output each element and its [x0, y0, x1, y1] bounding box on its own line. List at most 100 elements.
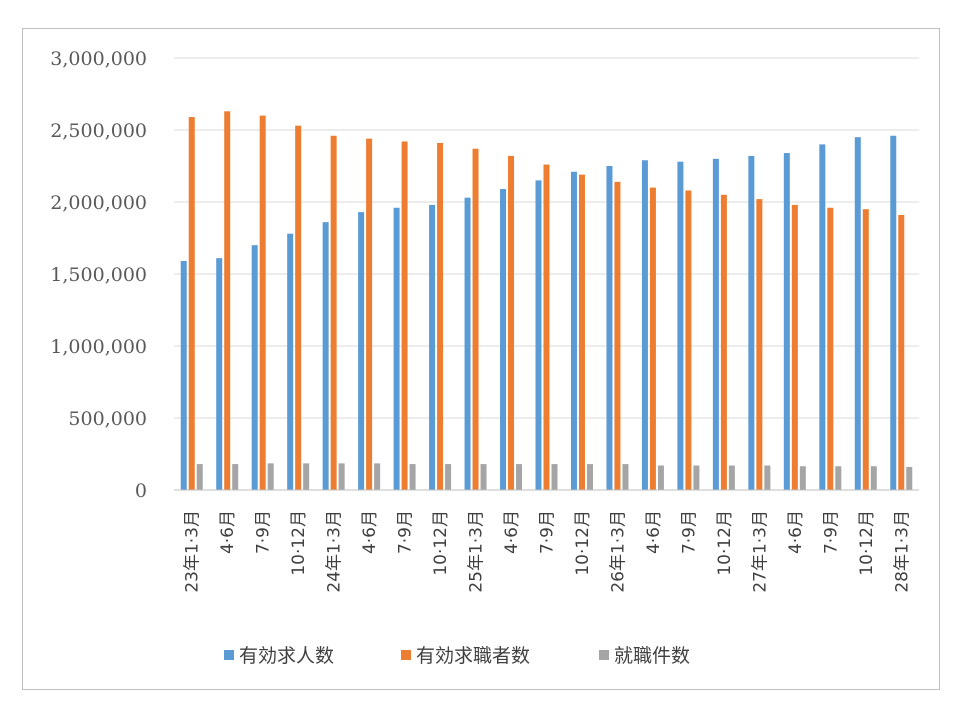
bar	[543, 164, 550, 490]
x-tick-label: 10·12月	[431, 510, 451, 576]
bar	[500, 189, 507, 491]
bar	[685, 190, 692, 491]
bar	[287, 233, 294, 490]
bar	[783, 153, 790, 490]
bar	[516, 464, 523, 490]
x-tick-label: 27年1·3月	[750, 510, 770, 593]
bar	[819, 144, 826, 490]
bar	[898, 214, 905, 490]
bar	[393, 207, 400, 490]
legend-label: 就職件数	[614, 645, 690, 667]
legend: 有効求人数 有効求職者数 就職件数	[224, 645, 690, 667]
bar	[267, 463, 274, 490]
bar	[712, 158, 719, 491]
x-tick-label: 10·12月	[573, 510, 593, 576]
y-tick-label: 0	[135, 480, 147, 502]
bar	[641, 160, 648, 491]
bar	[437, 142, 444, 490]
x-tick-label: 24年1·3月	[325, 510, 345, 593]
bar	[224, 111, 231, 490]
bar	[338, 463, 345, 490]
bar	[295, 125, 302, 491]
bar	[799, 466, 806, 490]
bar	[472, 148, 479, 490]
bar	[693, 465, 700, 490]
legend-label: 有効求職者数	[416, 645, 530, 667]
bar	[401, 141, 408, 490]
bar	[180, 261, 187, 490]
bar	[251, 245, 258, 490]
bar	[445, 464, 452, 490]
x-tick-label: 4·6月	[360, 510, 380, 554]
x-tick-label: 4·6月	[502, 510, 522, 554]
bar	[429, 204, 436, 490]
bar	[409, 464, 416, 490]
bar	[508, 155, 515, 491]
x-tick-label: 10·12月	[289, 510, 309, 576]
bar	[303, 463, 310, 490]
x-tick-label: 10·12月	[715, 510, 735, 576]
bar	[366, 138, 373, 490]
bar	[551, 464, 558, 490]
legend-swatch	[401, 650, 411, 660]
x-tick-label: 10·12月	[857, 510, 877, 576]
x-tick-label: 7·9月	[254, 510, 274, 554]
bar	[480, 464, 487, 490]
x-tick-label: 7·9月	[538, 510, 558, 554]
legend-swatch	[224, 650, 234, 660]
bar	[677, 161, 684, 490]
y-axis-ticks: 0 500,000 1,000,000 1,500,000 2,000,000 2,500…	[50, 48, 147, 502]
legend-label: 有効求人数	[239, 645, 334, 667]
bar	[728, 465, 735, 490]
x-axis-ticks: 23年1·3月 4·6月 7·9月 10·12月 24年1·3月 4·6月 7·9月 10·1…	[183, 510, 913, 593]
bar	[232, 464, 239, 490]
bar	[614, 181, 621, 490]
bar	[720, 194, 727, 491]
x-tick-label: 7·9月	[679, 510, 699, 554]
x-tick-label: 25年1·3月	[467, 510, 487, 593]
x-tick-label: 4·6月	[218, 510, 238, 554]
x-tick-label: 4·6月	[786, 510, 806, 554]
y-tick-label: 500,000	[68, 408, 147, 430]
bar	[649, 187, 656, 490]
bar	[216, 258, 223, 490]
bar	[578, 174, 585, 490]
chart-frame: 0 500,000 1,000,000 1,500,000 2,000,000 2,500…	[22, 28, 940, 690]
bar	[870, 466, 877, 490]
bar	[188, 117, 195, 490]
bar	[374, 463, 381, 490]
legend-swatch	[599, 650, 609, 660]
y-tick-label: 2,500,000	[50, 120, 147, 142]
bar	[322, 222, 329, 490]
bar	[657, 465, 664, 490]
bar-chart: 0 500,000 1,000,000 1,500,000 2,000,000 2,500…	[50, 48, 919, 667]
bar	[862, 209, 869, 490]
bar	[764, 465, 771, 490]
x-tick-label: 28年1·3月	[892, 510, 912, 593]
bar	[358, 212, 365, 490]
bar	[835, 466, 842, 490]
x-tick-label: 23年1·3月	[183, 510, 203, 593]
y-tick-label: 3,000,000	[50, 48, 147, 70]
bar	[906, 466, 913, 490]
bar	[464, 197, 471, 490]
bar	[748, 155, 755, 491]
bar	[586, 464, 593, 490]
y-tick-label: 1,000,000	[50, 336, 147, 358]
x-tick-label: 26年1·3月	[608, 510, 628, 593]
bar	[890, 135, 897, 490]
bar	[854, 137, 861, 490]
bar	[756, 199, 763, 490]
bar	[606, 166, 613, 490]
y-tick-label: 1,500,000	[50, 264, 147, 286]
bar	[330, 135, 337, 490]
bar	[827, 207, 834, 490]
bars	[180, 111, 913, 491]
x-tick-label: 4·6月	[644, 510, 664, 554]
x-tick-label: 7·9月	[396, 510, 416, 554]
bar	[535, 180, 542, 490]
bar	[259, 115, 266, 490]
bar	[570, 171, 577, 490]
bar	[196, 464, 203, 490]
bar	[622, 464, 629, 490]
